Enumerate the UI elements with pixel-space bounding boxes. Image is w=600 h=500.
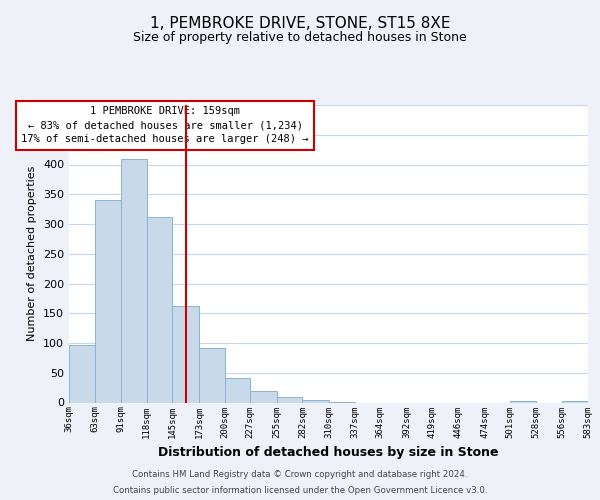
Text: 1 PEMBROKE DRIVE: 159sqm
← 83% of detached houses are smaller (1,234)
17% of sem: 1 PEMBROKE DRIVE: 159sqm ← 83% of detach… <box>21 106 309 144</box>
Bar <box>199 348 224 403</box>
X-axis label: Distribution of detached houses by size in Stone: Distribution of detached houses by size … <box>158 446 499 459</box>
Bar <box>302 400 329 402</box>
Text: 1, PEMBROKE DRIVE, STONE, ST15 8XE: 1, PEMBROKE DRIVE, STONE, ST15 8XE <box>150 16 450 31</box>
Bar <box>277 396 302 402</box>
Bar <box>147 218 172 402</box>
Y-axis label: Number of detached properties: Number of detached properties <box>28 166 37 342</box>
Bar <box>121 158 147 402</box>
Text: Size of property relative to detached houses in Stone: Size of property relative to detached ho… <box>133 31 467 44</box>
Bar <box>172 306 199 402</box>
Bar <box>69 345 95 403</box>
Text: Contains HM Land Registry data © Crown copyright and database right 2024.: Contains HM Land Registry data © Crown c… <box>132 470 468 479</box>
Bar <box>250 391 277 402</box>
Bar <box>95 200 121 402</box>
Text: Contains public sector information licensed under the Open Government Licence v3: Contains public sector information licen… <box>113 486 487 495</box>
Bar <box>224 378 250 402</box>
